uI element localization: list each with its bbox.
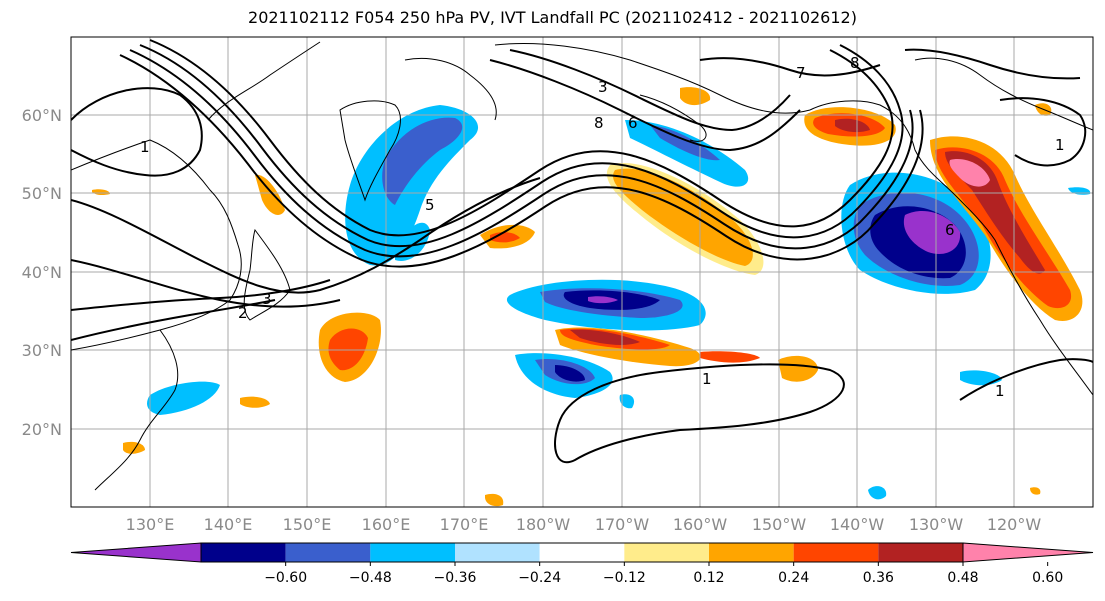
contour-label: 1 xyxy=(140,138,150,156)
contour-label: 5 xyxy=(425,196,435,214)
colorbar-swatch xyxy=(201,543,286,562)
lon-label: 150°W xyxy=(752,515,807,534)
colorbar-tick-label: −0.24 xyxy=(518,570,561,586)
lat-label: 60°N xyxy=(22,106,62,125)
contour-label: 6 xyxy=(628,114,638,132)
contour-label: 6 xyxy=(945,221,955,239)
colorbar-tick-label: −0.60 xyxy=(264,570,307,586)
lat-label: 30°N xyxy=(22,341,62,360)
colorbar-swatch xyxy=(455,543,540,562)
contour-label: 1 xyxy=(995,382,1005,400)
lat-label: 20°N xyxy=(22,420,62,439)
contour-label: 8 xyxy=(850,54,860,72)
colorbar-tick-label: 0.60 xyxy=(1032,570,1063,586)
colorbar-outline xyxy=(200,542,964,563)
colorbar: −0.60 −0.48 −0.36 −0.24 −0.12 0.12 0.24 0.36 0.4… xyxy=(70,542,1094,586)
colorbar-swatch xyxy=(878,543,963,562)
colorbar-swatch xyxy=(539,543,625,562)
contour-label: 1 xyxy=(1055,136,1065,154)
coastlines xyxy=(71,41,1093,491)
lat-label: 50°N xyxy=(22,184,62,203)
lon-label: 150°E xyxy=(283,515,332,534)
lon-label: 180°W xyxy=(516,515,571,534)
lon-label: 160°E xyxy=(362,515,411,534)
colorbar-tick-label: 0.24 xyxy=(778,570,809,586)
colorbar-tick-label: 0.48 xyxy=(947,570,978,586)
colorbar-swatch xyxy=(370,543,455,562)
lon-label: 160°W xyxy=(673,515,728,534)
latitude-labels: 60°N 50°N 40°N 30°N 20°N xyxy=(22,106,62,439)
contour-label: 1 xyxy=(702,370,712,388)
map-border xyxy=(70,36,1094,508)
colorbar-swatch xyxy=(793,543,879,562)
contour-label: 2 xyxy=(238,304,248,322)
colorbar-tick-label: 0.12 xyxy=(693,570,724,586)
contour-label: 3 xyxy=(598,78,608,96)
contour-label: 8 xyxy=(594,114,604,132)
lon-label: 120°W xyxy=(987,515,1042,534)
map-title: 2021102112 F054 250 hPa PV, IVT Landfall… xyxy=(248,8,857,27)
colorbar-swatch xyxy=(709,543,794,562)
colorbar-tick-label: 0.36 xyxy=(863,570,894,586)
lon-label: 170°W xyxy=(595,515,650,534)
pv-shading xyxy=(92,87,1091,507)
lon-label: 170°E xyxy=(440,515,489,534)
colorbar-tick-label: −0.36 xyxy=(434,570,477,586)
lon-label: 140°E xyxy=(204,515,253,534)
colorbar-tick-label: −0.12 xyxy=(603,570,646,586)
colorbar-swatch xyxy=(624,543,709,562)
contour-labels: 1 1 1 1 2 3 5 6 6 7 8 8 3 xyxy=(140,54,1065,400)
ivt-contours xyxy=(71,39,1093,464)
colorbar-tick-label: −0.48 xyxy=(349,570,392,586)
graticule xyxy=(71,37,1093,507)
lon-label: 130°W xyxy=(909,515,964,534)
colorbar-swatch xyxy=(285,543,371,562)
lat-label: 40°N xyxy=(22,263,62,282)
longitude-labels: 130°E 140°E 150°E 160°E 170°E 180°W 170°… xyxy=(126,515,1042,534)
colorbar-extend-min xyxy=(70,542,202,563)
colorbar-extend-max xyxy=(962,542,1094,563)
lon-label: 140°W xyxy=(830,515,885,534)
lon-label: 130°E xyxy=(126,515,175,534)
contour-label: 7 xyxy=(796,64,806,82)
contour-label: 3 xyxy=(262,290,272,308)
